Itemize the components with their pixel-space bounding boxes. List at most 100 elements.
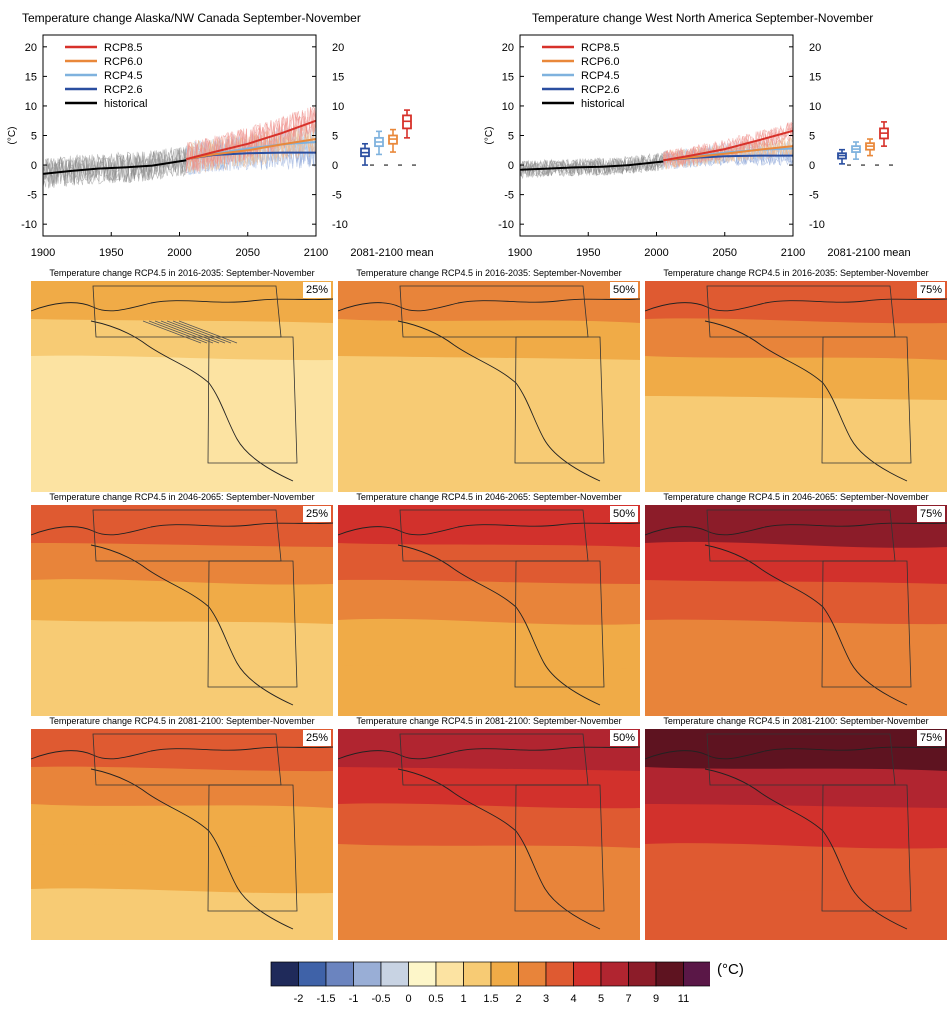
y-tick-label: -10 <box>21 219 37 231</box>
temperature-band <box>31 441 333 492</box>
series-line-historical <box>42 159 187 175</box>
percentile-badge: 50% <box>609 282 638 298</box>
colorbar-tick-label: -2 <box>294 993 304 1005</box>
temperature-band <box>338 665 640 716</box>
colorbar-swatch <box>463 961 492 987</box>
colorbar-unit: (°C) <box>717 961 744 978</box>
region-outline-west-north-america <box>207 784 298 912</box>
colorbar-tick-label: 7 <box>625 993 631 1005</box>
colorbar-tick-label: 11 <box>678 993 689 1005</box>
legend-entry: RCP2.6 <box>581 84 620 96</box>
timeseries-panel-west-north-america: Temperature change West North America Se… <box>477 0 947 262</box>
colorbar-swatch <box>270 961 299 987</box>
colorbar-swatch <box>628 961 657 987</box>
colorbar-swatch <box>545 961 574 987</box>
legend-entry: RCP6.0 <box>581 56 620 68</box>
map-heatmap <box>645 729 947 940</box>
temperature-band <box>338 441 640 492</box>
legend-entry: RCP6.0 <box>104 56 143 68</box>
y-tick-label-right: -5 <box>332 190 342 202</box>
ensemble-member-historical <box>519 153 664 177</box>
region-outline-west-north-america <box>514 336 605 464</box>
y-tick-label: 0 <box>508 160 514 172</box>
significance-hatching <box>160 320 220 344</box>
map-title: Temperature change RCP4.5 in 2016-2035: … <box>356 268 622 278</box>
map-heatmap <box>31 281 333 492</box>
map-title: Temperature change RCP4.5 in 2016-2035: … <box>49 268 315 278</box>
colorbar-tick-label: 1 <box>460 993 466 1005</box>
box-label: 2081-2100 mean <box>827 247 910 259</box>
colorbar-swatch <box>573 961 602 987</box>
map-heatmap <box>338 281 640 492</box>
colorbar-swatch <box>600 961 629 987</box>
percentile-badge: 25% <box>302 506 331 522</box>
y-tick-label-right: 0 <box>332 160 338 172</box>
map-title: Temperature change RCP4.5 in 2081-2100: … <box>49 716 315 726</box>
ensemble-member-rcp60 <box>663 137 794 169</box>
timeseries-chart: -10 -10 -5 -5 0 0 5 5 10 10 15 15 20 20 1900 1950 2000 20… <box>7 34 434 259</box>
timeseries-chart: -10 -10 -5 -5 0 0 5 5 10 10 15 15 20 20 1900 1950 2000 20… <box>484 34 911 259</box>
colorbar-swatch <box>408 961 437 987</box>
y-tick-label: 15 <box>25 71 37 83</box>
map-panel: Temperature change RCP4.5 in 2046-2065: … <box>645 492 947 716</box>
colorbar-swatch <box>490 961 519 987</box>
legend-entry: RCP4.5 <box>104 70 143 82</box>
x-tick-label: 1950 <box>99 247 123 259</box>
series-line-rcp60 <box>186 138 317 161</box>
timeseries-panel-alaska: Temperature change Alaska/NW Canada Sept… <box>0 0 470 262</box>
legend-entry: historical <box>581 98 624 110</box>
colorbar-tick-label: 1.5 <box>483 993 498 1005</box>
legend-entry: RCP8.5 <box>581 42 620 54</box>
map-panel: Temperature change RCP4.5 in 2016-2035: … <box>645 268 947 492</box>
percentile-badge: 25% <box>302 730 331 746</box>
colorbar-legend: -2 -1.5 -1 -0.5 0 0.5 1 1.5 2 3 4 5 7 9 11 (°C) <box>270 961 744 1007</box>
map-panel: Temperature change RCP4.5 in 2081-2100: … <box>645 716 947 940</box>
legend-entry: RCP4.5 <box>581 70 620 82</box>
significance-hatching <box>166 320 226 344</box>
colorbar-swatch <box>683 961 712 987</box>
map-title: Temperature change RCP4.5 in 2081-2100: … <box>356 716 622 726</box>
significance-hatching <box>172 320 232 344</box>
percentile-badge: 75% <box>916 282 945 298</box>
y-tick-label-right: -5 <box>809 190 819 202</box>
y-tick-label: 20 <box>25 42 37 54</box>
colorbar-tick-label: 0 <box>405 993 411 1005</box>
percentile-badge: 75% <box>916 730 945 746</box>
map-panel: Temperature change RCP4.5 in 2046-2065: … <box>31 492 333 716</box>
legend-entry: historical <box>104 98 147 110</box>
map-heatmap <box>645 281 947 492</box>
percentile-badge: 50% <box>609 506 638 522</box>
map-panel: Temperature change RCP4.5 in 2081-2100: … <box>31 716 333 940</box>
timeseries-title: Temperature change West North America Se… <box>532 11 874 25</box>
y-tick-label-right: 15 <box>809 71 821 83</box>
map-panel: Temperature change RCP4.5 in 2016-2035: … <box>338 268 640 492</box>
y-tick-label: -5 <box>504 190 514 202</box>
temperature-band <box>31 888 333 940</box>
y-tick-label: 10 <box>502 101 514 113</box>
significance-hatching <box>178 320 238 344</box>
x-tick-label: 2100 <box>781 247 805 259</box>
map-title: Temperature change RCP4.5 in 2046-2065: … <box>663 492 929 502</box>
ensemble-member-historical <box>519 154 664 178</box>
temperature-band <box>645 665 947 716</box>
y-tick-label-right: -10 <box>332 219 348 231</box>
y-tick-label: 5 <box>31 131 37 143</box>
colorbar-swatch <box>435 961 464 987</box>
y-tick-label: 20 <box>502 42 514 54</box>
y-tick-label: 5 <box>508 131 514 143</box>
colorbar-tick-label: -1.5 <box>317 993 336 1005</box>
map-title: Temperature change RCP4.5 in 2046-2065: … <box>356 492 622 502</box>
x-tick-label: 1950 <box>576 247 600 259</box>
y-tick-label: 0 <box>31 160 37 172</box>
map-heatmap <box>338 505 640 716</box>
y-tick-label: -10 <box>498 219 514 231</box>
x-tick-label: 1900 <box>31 247 55 259</box>
map-panel: Temperature change RCP4.5 in 2016-2035: … <box>31 268 333 492</box>
region-outline-west-north-america <box>821 336 912 464</box>
region-outline-west-north-america <box>514 560 605 688</box>
colorbar-tick-label: 3 <box>543 993 549 1005</box>
y-tick-label-right: 10 <box>809 101 821 113</box>
map-heatmap <box>31 729 333 940</box>
percentile-badge: 50% <box>609 730 638 746</box>
colorbar-swatch <box>353 961 382 987</box>
